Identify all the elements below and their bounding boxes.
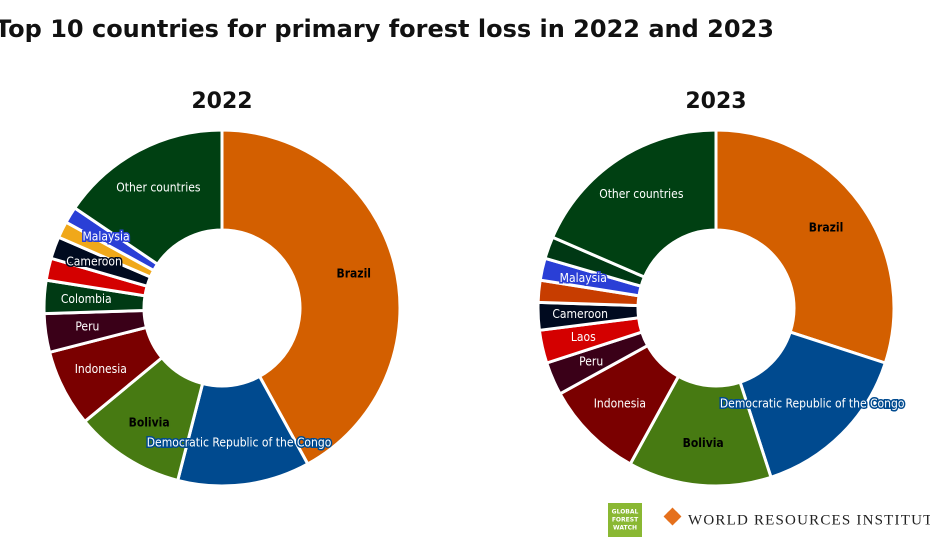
slice-label: Brazil [336,267,371,281]
main-title: Top 10 countries for primary forest loss… [0,15,774,43]
slice-label: Peru [75,320,99,334]
slice-label: Democratic Republic of the Congo [147,435,332,449]
slice-label: Malaysia [560,271,607,285]
slice-label: Cameroon [66,254,122,268]
slice-label: Indonesia [75,362,127,376]
chart-title: 2023 [685,89,746,114]
slice-label: Other countries [116,180,201,194]
chart-title: 2022 [191,89,252,114]
slice [220,128,402,466]
wri-text: WORLD RESOURCES INSTITUTE [688,512,930,528]
gfw-logo: GLOBAL FOREST WATCH [608,503,642,537]
slice [738,330,887,479]
gfw-text: WATCH [613,525,637,532]
slice-label: Democratic Republic of the Congo [720,397,905,411]
slice [176,374,310,488]
wri-icon [663,507,682,526]
slice [714,128,896,365]
slice-label: Malaysia [82,229,129,243]
slice-label: Cameroon [552,307,608,321]
gfw-text: GLOBAL [612,509,639,516]
slice [628,374,773,488]
slice [551,128,718,279]
slice-label: Bolivia [683,436,724,450]
slice-label: Bolivia [129,415,170,429]
gfw-badge [608,503,642,537]
slice-label: Laos [571,330,596,344]
slice-label: Colombia [61,292,112,306]
wri-logo: WORLD RESOURCES INSTITUTE [663,507,930,528]
slice-label: Other countries [599,187,684,201]
slice-label: Peru [579,355,603,369]
slice-label: Brazil [809,221,844,235]
slice [73,128,224,266]
gfw-text: FOREST [612,517,639,524]
slice-label: Indonesia [594,397,646,411]
